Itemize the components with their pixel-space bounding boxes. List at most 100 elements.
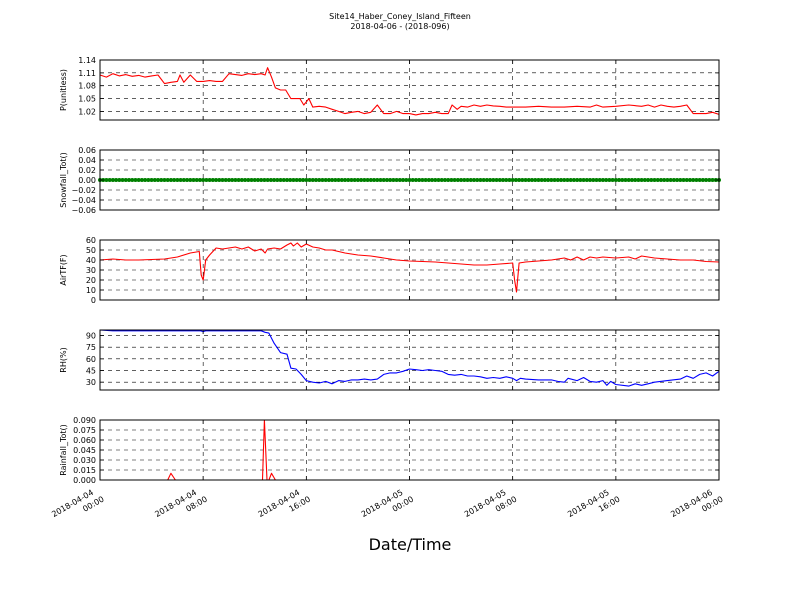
data-point: [613, 178, 618, 182]
data-point: [497, 178, 502, 182]
series-line-p: [99, 67, 720, 116]
data-point: [646, 178, 651, 182]
y-tick-label: 1.05: [78, 95, 96, 104]
data-point: [591, 178, 596, 182]
data-point: [104, 178, 109, 182]
data-point: [433, 178, 438, 182]
data-point: [626, 178, 631, 182]
data-point: [413, 178, 418, 182]
data-point: [368, 178, 373, 182]
data-point: [488, 178, 493, 182]
data-point: [188, 178, 193, 182]
panel-rh: 30 45 60 75 90 RH(%): [59, 329, 720, 391]
data-point: [549, 178, 554, 182]
data-point: [172, 178, 177, 182]
data-point: [710, 178, 715, 182]
data-point: [339, 178, 344, 182]
data-point: [410, 178, 415, 182]
data-point: [671, 178, 676, 182]
data-point: [120, 178, 125, 182]
panel-p: 1.02 1.05 1.08 1.11 1.14 P(unitless): [59, 56, 720, 121]
data-point: [146, 178, 151, 182]
data-point: [265, 178, 270, 182]
data-point: [259, 178, 264, 182]
data-point: [159, 178, 164, 182]
data-point: [401, 178, 406, 182]
y-tick-label: −0.04: [71, 196, 96, 205]
data-point: [423, 178, 428, 182]
data-point: [152, 178, 157, 182]
data-point: [291, 178, 296, 182]
data-point: [539, 178, 544, 182]
data-point: [687, 178, 692, 182]
data-point: [633, 178, 638, 182]
data-point: [394, 178, 399, 182]
data-point: [517, 178, 522, 182]
y-tick-label: −0.06: [71, 206, 96, 215]
data-point: [226, 178, 231, 182]
data-point: [665, 178, 670, 182]
data-point: [491, 178, 496, 182]
data-point: [559, 178, 564, 182]
data-point: [571, 178, 576, 182]
data-point: [346, 178, 351, 182]
data-point: [562, 178, 567, 182]
data-point: [684, 178, 689, 182]
data-point: [191, 178, 196, 182]
data-point: [255, 178, 260, 182]
y-axis-label: P(unitless): [59, 69, 68, 111]
data-point: [542, 178, 547, 182]
data-point: [668, 178, 673, 182]
data-point: [314, 178, 319, 182]
data-point: [575, 178, 580, 182]
data-point: [675, 178, 680, 182]
data-point: [417, 178, 422, 182]
y-tick-label: 90: [86, 331, 96, 340]
data-point: [210, 178, 215, 182]
data-point: [268, 178, 273, 182]
data-point: [426, 178, 431, 182]
data-point: [655, 178, 660, 182]
x-axis-title: Date/Time: [369, 535, 452, 554]
data-point: [326, 178, 331, 182]
data-point: [484, 178, 489, 182]
data-point: [555, 178, 560, 182]
data-point: [510, 178, 515, 182]
data-point: [652, 178, 657, 182]
data-point: [107, 178, 112, 182]
data-point: [249, 178, 254, 182]
y-tick-label: 0.090: [73, 416, 96, 425]
y-axis-label: RH(%): [59, 347, 68, 372]
y-tick-label: 45: [86, 367, 96, 376]
data-point: [284, 178, 289, 182]
y-tick-label: 1.08: [78, 82, 96, 91]
y-tick-label: 0.000: [73, 476, 96, 485]
y-tick-label: 50: [86, 246, 96, 255]
data-point: [430, 178, 435, 182]
data-point: [449, 178, 454, 182]
data-point: [649, 178, 654, 182]
data-point: [459, 178, 464, 182]
data-point: [568, 178, 573, 182]
y-tick-label: −0.02: [71, 186, 96, 195]
data-point: [178, 178, 183, 182]
data-point: [388, 178, 393, 182]
y-tick-label: 40: [86, 256, 96, 265]
data-point: [623, 178, 628, 182]
data-point: [272, 178, 277, 182]
data-point: [565, 178, 570, 182]
data-point: [197, 178, 202, 182]
y-tick-label: 0.06: [78, 146, 96, 155]
data-point: [220, 178, 225, 182]
data-point: [143, 178, 148, 182]
data-point: [700, 178, 705, 182]
data-point: [478, 178, 483, 182]
y-axis-label: Rainfall_Tot(): [59, 424, 68, 476]
data-point: [397, 178, 402, 182]
data-point: [546, 178, 551, 182]
data-point: [600, 178, 605, 182]
